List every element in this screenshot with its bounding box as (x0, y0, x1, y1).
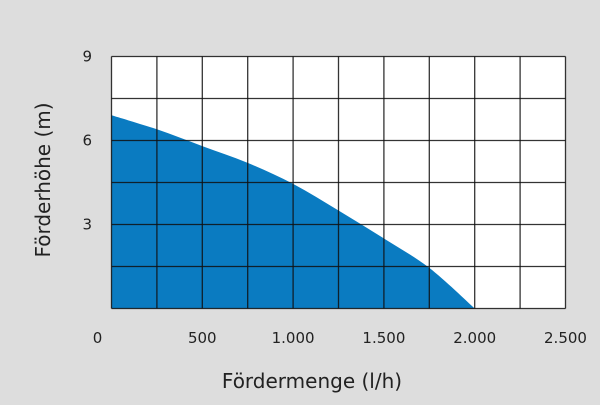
y-tick-label: 3 (82, 216, 92, 234)
x-tick-label: 2.500 (544, 329, 587, 347)
y-axis-label: Förderhöhe (m) (31, 102, 55, 257)
x-tick-label: 2.000 (453, 329, 496, 347)
x-tick-label: 0 (93, 329, 103, 347)
y-tick-label: 9 (82, 48, 92, 66)
x-tick-label: 1.000 (272, 329, 315, 347)
x-tick-label: 500 (188, 329, 217, 347)
y-tick-label: 6 (82, 132, 92, 150)
x-axis-label: Fördermenge (l/h) (222, 369, 402, 393)
x-tick-label: 1.500 (362, 329, 405, 347)
